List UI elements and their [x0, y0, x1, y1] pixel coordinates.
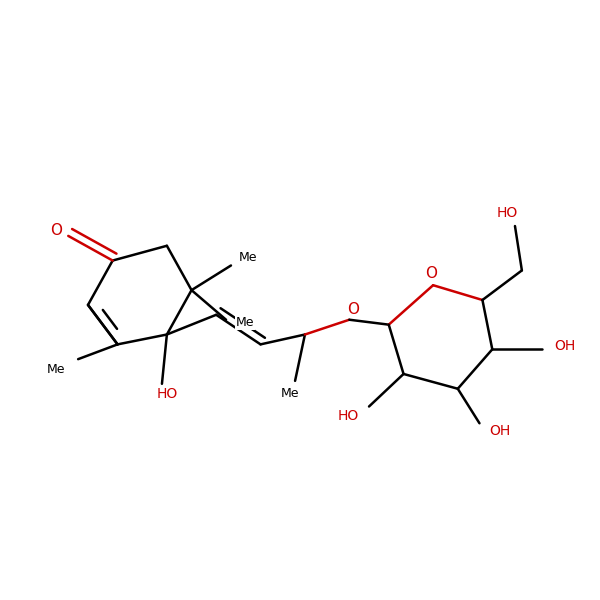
- Text: HO: HO: [156, 386, 178, 401]
- Text: O: O: [347, 302, 359, 317]
- Text: O: O: [50, 223, 62, 238]
- Text: OH: OH: [490, 424, 511, 438]
- Text: Me: Me: [239, 251, 257, 264]
- Text: Me: Me: [281, 387, 299, 400]
- Text: Me: Me: [236, 316, 254, 329]
- Text: HO: HO: [496, 206, 518, 220]
- Text: HO: HO: [338, 409, 359, 424]
- Text: O: O: [425, 266, 437, 281]
- Text: Me: Me: [47, 362, 65, 376]
- Text: OH: OH: [554, 340, 575, 353]
